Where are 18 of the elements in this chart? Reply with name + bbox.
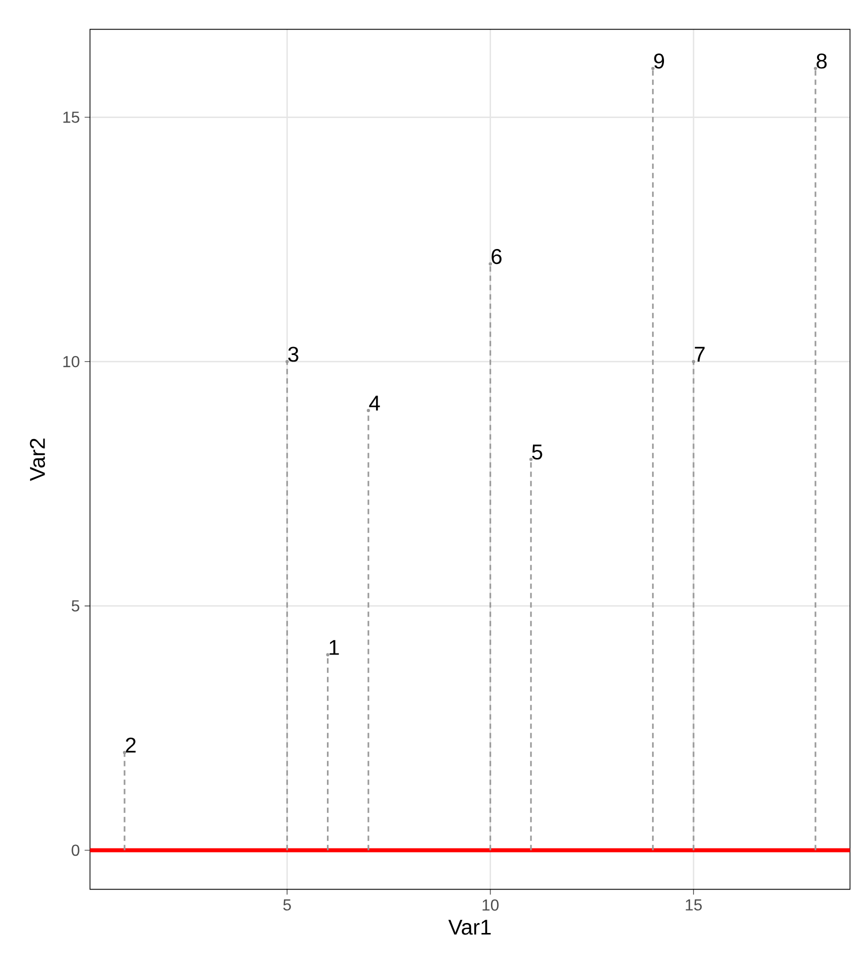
x-axis-title: Var1 bbox=[448, 920, 491, 935]
y-tick-label: 5 bbox=[72, 600, 80, 612]
annotation: 9 bbox=[654, 54, 664, 69]
annotation: 4 bbox=[369, 396, 380, 410]
annotation: 1 bbox=[330, 640, 339, 655]
y-axis-title: Var2 bbox=[30, 438, 46, 481]
x-tick-label: 10 bbox=[482, 899, 499, 911]
x-tick-label: 5 bbox=[283, 899, 291, 911]
annotation: 8 bbox=[816, 54, 827, 69]
annotation: 2 bbox=[126, 738, 136, 753]
annotation: 3 bbox=[288, 346, 298, 362]
y-tick-label: 10 bbox=[63, 356, 80, 368]
x-tick-label: 15 bbox=[686, 899, 702, 911]
y-tick-label: 15 bbox=[63, 112, 80, 123]
y-tick-label: 0 bbox=[72, 844, 80, 856]
annotation: 7 bbox=[694, 346, 705, 362]
annotation: 6 bbox=[492, 248, 502, 264]
annotation: 5 bbox=[532, 444, 542, 460]
